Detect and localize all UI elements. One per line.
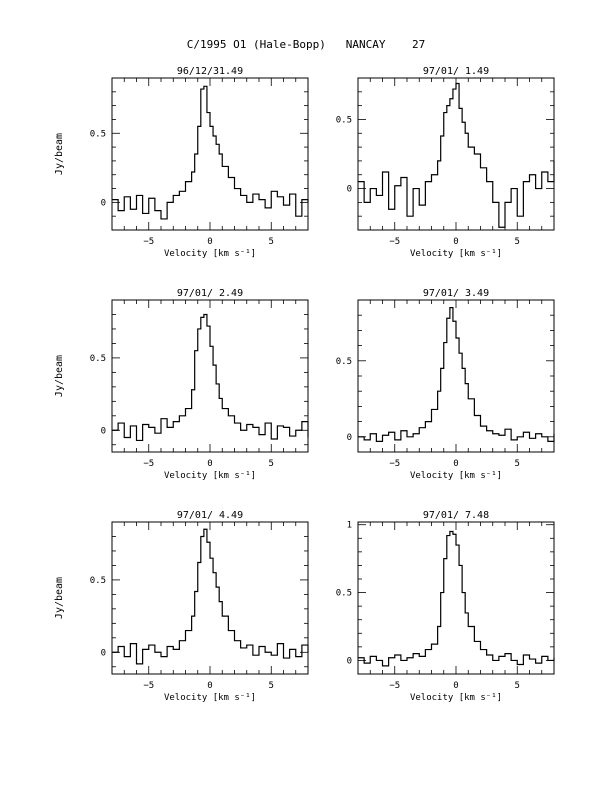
x-tick-label: 0 [207,681,212,691]
y-tick-label: 0.5 [90,354,106,364]
panel-title: 97/01/ 1.49 [423,66,489,77]
spectrum-panel-6: 97/01/ 7.48 −5 0 5 0 0.5 1 Velocity [km s⁻¹] [336,510,555,703]
x-tick-label: 5 [515,681,520,691]
spectrum-panel-3: 97/01/ 2.49 −5 0 5 0 0.5 Velocity [km s⁻¹] Jy/b… [54,288,309,481]
x-axis-label: Velocity [km s⁻¹] [164,249,256,259]
x-tick-label: 0 [207,459,212,469]
y-tick-label: 0 [101,426,106,436]
x-tick-label: 0 [453,237,458,247]
spectrum-line [112,85,309,220]
spectrum-line [112,528,309,665]
x-tick-label: 5 [515,459,520,469]
spectrum-line [112,313,309,442]
y-tick-label: 1 [347,521,352,531]
x-tick-label: −5 [389,681,400,691]
spectrum-line [358,82,555,228]
x-tick-label: −5 [389,237,400,247]
x-axis-label: Velocity [km s⁻¹] [410,471,502,481]
x-tick-label: −5 [143,459,154,469]
y-tick-label: 0 [101,198,106,208]
y-tick-label: 0 [347,433,352,443]
x-tick-label: −5 [389,459,400,469]
x-axis-label: Velocity [km s⁻¹] [164,693,256,703]
y-tick-label: 0.5 [336,589,352,599]
spectrum-line [358,307,555,442]
x-tick-label: 0 [453,459,458,469]
panel-title: 97/01/ 4.49 [177,510,243,521]
spectrum-panel-2: 97/01/ 1.49 −5 0 5 0 0.5 Velocity [km s⁻¹] [336,66,555,259]
y-axis-label: Jy/beam [54,133,65,175]
y-tick-label: 0.5 [336,115,352,125]
x-tick-label: 5 [269,681,274,691]
x-axis-label: Velocity [km s⁻¹] [164,471,256,481]
y-tick-label: 0.5 [90,129,106,139]
x-tick-label: 5 [269,459,274,469]
y-tick-label: 0 [347,185,352,195]
spectrum-panel-4: 97/01/ 3.49 −5 0 5 0 0.5 Velocity [km s⁻¹] [336,288,555,481]
panel-title: 97/01/ 7.48 [423,510,489,521]
x-tick-label: 5 [269,237,274,247]
x-tick-label: 5 [515,237,520,247]
spectrum-panel-5: 97/01/ 4.49 −5 0 5 0 0.5 Velocity [km s⁻¹] Jy/b… [54,510,309,703]
y-tick-label: 0 [347,656,352,666]
plot-frame [111,299,309,453]
spectrum-panel-1: 96/12/31.49 −5 0 5 0 0.5 Velocity [km s⁻¹] Jy/b… [54,66,309,259]
panel-title: 96/12/31.49 [177,66,243,77]
plot-frame [357,77,555,231]
panel-title: 97/01/ 3.49 [423,288,489,299]
x-tick-label: −5 [143,681,154,691]
panel-title: 97/01/ 2.49 [177,288,243,299]
x-tick-label: 0 [207,237,212,247]
x-axis-label: Velocity [km s⁻¹] [410,693,502,703]
plot-frame [111,77,309,231]
y-tick-label: 0 [101,648,106,658]
x-tick-label: −5 [143,237,154,247]
x-axis-label: Velocity [km s⁻¹] [410,249,502,259]
page-title: C/1995 O1 (Hale-Bopp) NANCAY 27 [186,38,426,51]
y-tick-label: 0.5 [90,576,106,586]
y-axis-label: Jy/beam [54,577,65,619]
y-axis-label: Jy/beam [54,355,65,397]
x-tick-label: 0 [453,681,458,691]
spectrum-line [358,530,555,667]
y-tick-label: 0.5 [336,357,352,367]
